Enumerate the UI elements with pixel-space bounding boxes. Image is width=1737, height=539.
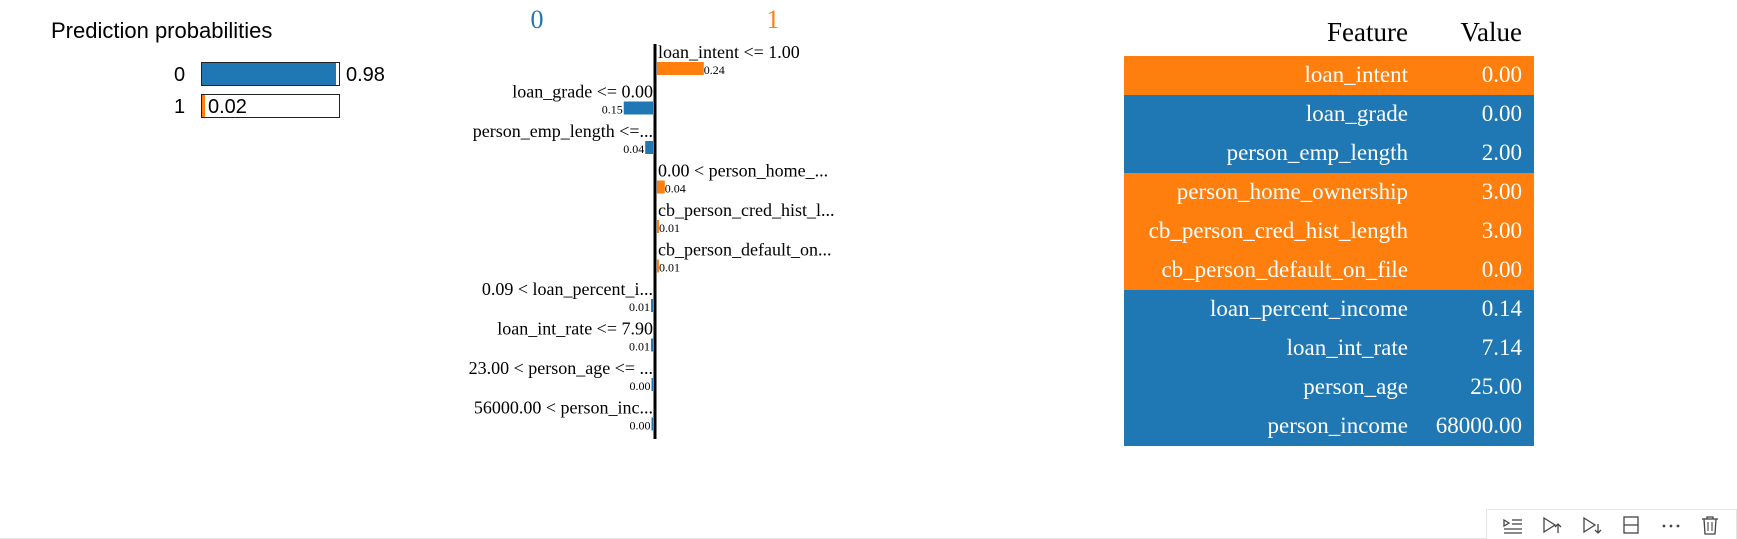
feature-weight-label: 0.01 [659, 221, 680, 235]
feature-weight-label: 0.04 [623, 142, 644, 156]
feature-value: 0.14 [1481, 296, 1522, 321]
feature-name: person_home_ownership [1176, 179, 1408, 204]
feature-weight-bar [657, 259, 659, 273]
table-row: person_home_ownership 3.00 [1124, 173, 1534, 212]
feature-weight-bar [657, 62, 704, 75]
table-row: cb_person_cred_hist_length 3.00 [1124, 212, 1534, 251]
feature-value: 0.00 [1481, 101, 1522, 126]
table-row: loan_int_rate 7.14 [1124, 329, 1534, 368]
feature-weight-bar [623, 101, 653, 115]
feature-condition-label: person_emp_length <=... [473, 121, 653, 141]
delete-cell-icon [1702, 515, 1719, 535]
feature-condition-label: cb_person_default_on... [658, 240, 831, 260]
probability-bar-fill [202, 63, 337, 85]
probability-value: 0.98 [346, 64, 385, 86]
execute-below-icon [1583, 516, 1602, 534]
split-cell-icon [1623, 515, 1639, 534]
feature-weight-label: 0.15 [602, 103, 623, 117]
feature-weight-label: 0.00 [630, 379, 651, 393]
feature-weight-bar [657, 220, 659, 233]
feature-condition-label: loan_grade <= 0.00 [512, 82, 653, 102]
feature-condition-label: 0.09 < loan_percent_i... [482, 279, 653, 299]
feature-condition-label: 0.00 < person_home_... [658, 161, 828, 181]
feature-weight-bar [651, 299, 653, 312]
feature-weight-label: 0.24 [704, 63, 725, 77]
header-feature: Feature [1327, 17, 1408, 47]
table-row: person_age 25.00 [1124, 368, 1534, 407]
class-label: 0 [174, 64, 186, 86]
feature-value-table: Feature Value loan_intent 0.00 loan_grade 0… [1124, 13, 1534, 446]
table-row: cb_person_default_on_file 0.00 [1124, 251, 1534, 290]
feature-condition-label: 23.00 < person_age <= ... [469, 358, 653, 378]
table-row: loan_intent 0.00 [1124, 56, 1534, 95]
feature-name: person_age [1303, 374, 1408, 399]
feature-condition-label: loan_int_rate <= 7.90 [497, 319, 653, 339]
feature-weight-label: 0.01 [629, 340, 650, 354]
feature-name: cb_person_cred_hist_length [1148, 218, 1408, 243]
table-row: person_emp_length 2.00 [1124, 134, 1534, 173]
feature-value: 68000.00 [1435, 413, 1522, 438]
feature-weight-bar [651, 338, 653, 352]
feature-weight-label: 0.00 [630, 419, 651, 433]
probability-bar-fill [202, 95, 205, 117]
execute-below-button[interactable] [1577, 512, 1607, 538]
table-row: loan_percent_income 0.14 [1124, 290, 1534, 329]
probability-row-0: 0 0.98 [170, 62, 410, 90]
feature-name: loan_percent_income [1210, 296, 1408, 321]
feature-weights-chart: 0 1 loan_intent <= 1.000.24 loan_grade <= 0… [469, 5, 834, 439]
more-actions-icon [1662, 524, 1680, 527]
run-by-line-icon [1503, 518, 1522, 534]
execute-above-icon [1543, 516, 1562, 533]
feature-name: cb_person_default_on_file [1161, 257, 1408, 282]
run-by-line-button[interactable] [1498, 512, 1528, 538]
feature-name: person_emp_length [1226, 140, 1408, 165]
header-value: Value [1460, 17, 1522, 47]
feature-weight-label: 0.01 [629, 300, 650, 314]
feature-name: loan_int_rate [1286, 335, 1408, 360]
feature-value: 3.00 [1481, 218, 1522, 243]
feature-value: 3.00 [1481, 179, 1522, 204]
probability-row-1: 1 0.02 [170, 94, 410, 122]
class-label-left: 0 [531, 5, 544, 34]
feature-weight-bar [657, 180, 665, 194]
feature-value: 0.00 [1481, 257, 1522, 282]
prediction-probabilities-title: Prediction probabilities [51, 18, 273, 43]
feature-name: person_income [1267, 413, 1408, 438]
feature-value: 25.00 [1470, 374, 1522, 399]
feature-weight-bar [651, 378, 653, 391]
feature-name: loan_grade [1305, 101, 1408, 126]
execute-above-button[interactable] [1537, 512, 1567, 538]
feature-weight-label: 0.01 [659, 261, 680, 275]
feature-value: 2.00 [1481, 140, 1522, 165]
split-cell-button[interactable] [1616, 512, 1646, 538]
probability-bar-frame [201, 62, 340, 86]
feature-value: 7.14 [1481, 335, 1522, 360]
probability-bar-frame: 0.02 [201, 94, 340, 118]
delete-cell-button[interactable] [1695, 512, 1725, 538]
more-actions-button[interactable] [1656, 512, 1686, 538]
feature-weight-label: 0.04 [665, 182, 686, 196]
feature-name: loan_intent [1304, 62, 1408, 87]
feature-weight-bar [645, 141, 653, 154]
feature-weight-bar [651, 417, 653, 431]
probability-value: 0.02 [208, 96, 247, 118]
cell-toolbar [1486, 509, 1737, 539]
feature-condition-label: 56000.00 < person_inc... [474, 398, 653, 418]
class-label-right: 1 [767, 5, 780, 34]
table-row: loan_grade 0.00 [1124, 95, 1534, 134]
feature-value: 0.00 [1481, 62, 1522, 87]
table-row: person_income 68000.00 [1124, 407, 1534, 446]
table-header: Feature Value [1124, 13, 1534, 56]
feature-condition-label: cb_person_cred_hist_l... [658, 200, 834, 220]
class-label: 1 [174, 96, 186, 118]
feature-condition-label: loan_intent <= 1.00 [658, 42, 800, 62]
